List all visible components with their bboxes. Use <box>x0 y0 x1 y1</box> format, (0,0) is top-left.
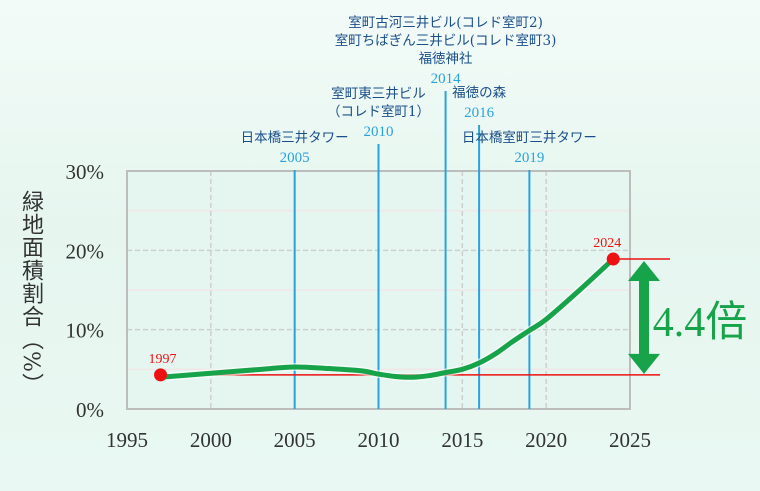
x-tick-label: 2015 <box>441 428 483 452</box>
y-tick-label: 10% <box>66 319 105 343</box>
event-label: 日本橋室町三井タワー <box>462 129 597 146</box>
data-point-2024 <box>606 252 620 266</box>
x-tick-label: 2000 <box>190 428 232 452</box>
x-tick-label: 2010 <box>358 428 400 452</box>
event-label: 日本橋三井タワー <box>241 130 349 146</box>
event-year: 2010 <box>364 124 394 140</box>
x-tick-label: 2025 <box>609 428 651 452</box>
event-label: （コレド室町1） <box>327 103 430 120</box>
y-tick-label: 0% <box>76 398 104 422</box>
event-label: 室町東三井ビル <box>331 85 426 102</box>
event-year: 2005 <box>280 150 310 166</box>
y-axis-label: 緑地面積割合（%） <box>18 190 43 396</box>
event-year: 2014 <box>431 71 462 87</box>
series-line <box>158 256 616 380</box>
data-point-label: 1997 <box>149 352 177 367</box>
data-point-1997 <box>154 368 168 382</box>
event-year: 2019 <box>514 150 544 166</box>
y-tick-label: 20% <box>66 239 105 263</box>
ratio-label: 4.4倍 <box>653 299 748 346</box>
x-tick-label: 2020 <box>525 428 567 452</box>
y-tick-label: 30% <box>66 160 105 184</box>
event-label: 室町ちばぎん三井ビル(コレド室町3) <box>335 32 557 49</box>
event-label: 福徳の森 <box>452 85 506 101</box>
data-point-label: 2024 <box>593 236 621 251</box>
event-label: 室町古河三井ビル(コレド室町2) <box>348 14 543 31</box>
x-tick-label: 2005 <box>274 428 316 452</box>
double-arrow-icon <box>628 261 660 374</box>
x-tick-label: 1995 <box>106 428 148 452</box>
event-year: 2016 <box>464 105 495 121</box>
event-label: 福徳神社 <box>419 51 473 67</box>
